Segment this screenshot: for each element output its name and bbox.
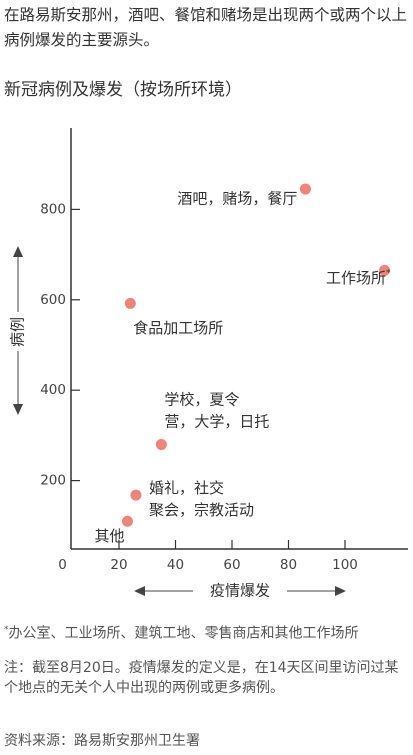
footnote-note: 注：截至8月20日。疫情爆发的定义是，在14天区间里访问过某个地点的无关个人中出… xyxy=(4,660,399,696)
x-ticks: 0 20 40 60 80 100 xyxy=(58,540,358,573)
x-tick-label: 40 xyxy=(167,557,184,573)
data-point xyxy=(379,264,391,276)
data-point xyxy=(155,438,167,450)
data-point xyxy=(124,297,136,309)
data-point xyxy=(299,183,311,195)
y-tick-label: 200 xyxy=(40,473,66,489)
data-point xyxy=(121,515,133,527)
point-label: 工作场所* xyxy=(326,268,391,287)
x-tick-label: 80 xyxy=(280,557,297,573)
point-label: 其他 xyxy=(94,527,124,545)
x-axis-label: 疫情爆发 xyxy=(210,582,270,600)
y-tick-label: 400 xyxy=(40,382,66,398)
data-points xyxy=(121,183,391,527)
footnote-workplace-text: 办公室、工业场所、建筑工地、零售商店和其他工作场所 xyxy=(8,625,359,642)
y-tick-label: 600 xyxy=(40,292,66,308)
point-label: 食品加工场所 xyxy=(133,319,223,337)
x-tick-label: 0 xyxy=(58,557,67,573)
point-label: 婚礼，社交聚会，宗教活动 xyxy=(149,479,254,519)
y-tick-label: 800 xyxy=(40,201,66,217)
x-axis-title xyxy=(134,586,346,596)
x-tick-label: 20 xyxy=(110,557,127,573)
y-axis-label: 病例 xyxy=(9,317,27,347)
footnote-source: 资料来源：路易斯安那州卫生署 xyxy=(4,733,200,749)
data-point xyxy=(130,489,142,501)
y-axis-title xyxy=(13,246,23,415)
point-label: 学校，夏令营，大学，日托 xyxy=(164,390,269,430)
intro-text: 在路易斯安那州，酒吧、餐馆和赌场是出现两个或两个以上病例爆发的主要源头。 xyxy=(4,6,408,49)
chart-title: 新冠病例及爆发（按场所环境） xyxy=(4,80,242,100)
x-tick-label: 100 xyxy=(332,557,358,573)
footnote-asterisk: * xyxy=(4,625,9,635)
point-label: 酒吧，赌场，餐厅 xyxy=(177,190,297,208)
x-tick-label: 60 xyxy=(223,557,240,573)
footnote-workplace: *办公室、工业场所、建筑工地、零售商店和其他工作场所 xyxy=(4,620,409,644)
y-ticks: 200 400 600 800 xyxy=(40,201,80,489)
